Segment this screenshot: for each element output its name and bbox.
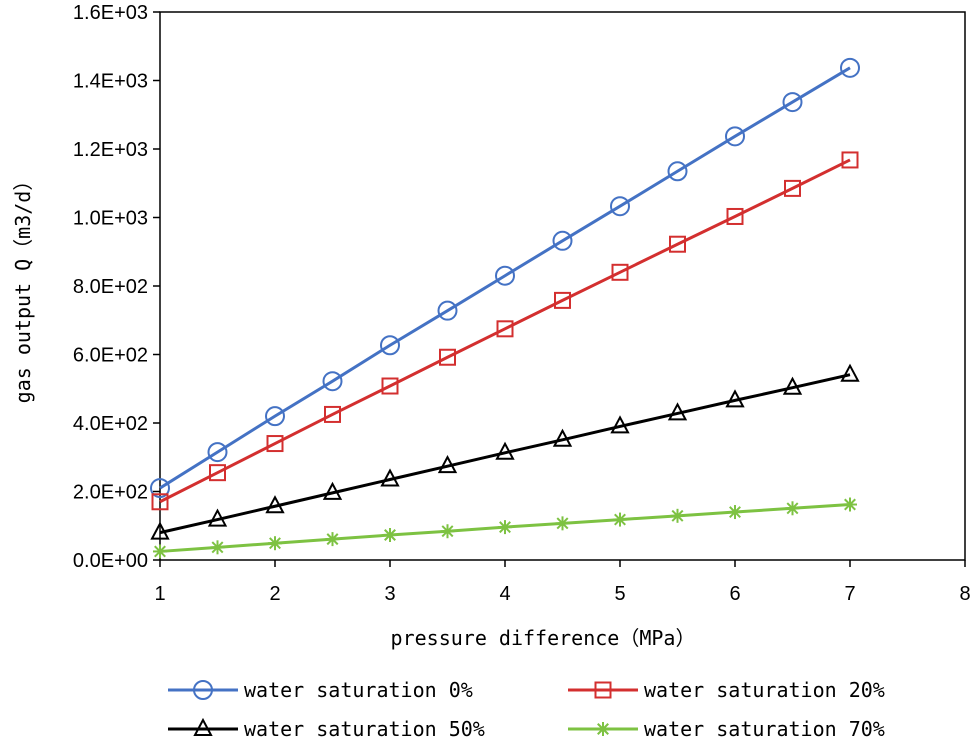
data-point — [726, 207, 744, 225]
series-0 — [150, 57, 860, 499]
data-point — [498, 520, 512, 535]
y-tick-label: 8.0E+02 — [73, 276, 148, 298]
x-tick-label: 7 — [844, 583, 855, 605]
data-point — [150, 521, 170, 540]
data-point — [840, 363, 860, 382]
legend-item: water saturation 20% — [568, 678, 885, 702]
data-point — [725, 389, 745, 408]
data-point — [439, 348, 456, 366]
data-point — [841, 151, 859, 169]
y-tick-label: 4.0E+02 — [73, 413, 148, 435]
data-point — [552, 230, 573, 251]
legend-label: water saturation 0% — [244, 678, 473, 702]
y-tick-label: 1.0E+03 — [73, 208, 148, 230]
data-point — [669, 235, 686, 253]
series-line — [159, 158, 851, 504]
legend-label: water saturation 20% — [644, 678, 885, 702]
x-tick-label: 8 — [959, 583, 970, 605]
legend: water saturation 0% water saturation 20% w… — [168, 678, 885, 741]
y-tick-label: 2.0E+02 — [73, 482, 148, 504]
legend-marker — [596, 722, 610, 736]
x-tick-label: 3 — [384, 583, 395, 605]
data-point — [265, 406, 285, 427]
legend-item: water saturation 70% — [568, 717, 885, 741]
y-tick-label: 1.4E+03 — [73, 71, 148, 93]
x-axis-ticks: 1 2 3 4 5 6 7 8 — [154, 560, 971, 605]
data-point — [210, 540, 225, 555]
data-point — [324, 405, 341, 423]
series-layer — [150, 57, 860, 559]
series-1 — [151, 151, 859, 511]
x-tick-label: 1 — [154, 583, 165, 605]
data-point — [268, 536, 282, 551]
legend-marker — [594, 681, 612, 699]
data-point — [207, 508, 228, 527]
data-point — [728, 505, 742, 520]
data-point — [495, 441, 515, 460]
x-axis-title: pressure difference（MPa） — [391, 626, 696, 650]
y-axis-ticks: 0.0E+00 2.0E+02 4.0E+02 6.0E+02 8.0E+02 1.0E+… — [73, 2, 160, 572]
data-point — [843, 497, 857, 512]
data-point — [150, 478, 170, 499]
y-axis-title: gas output Q（m3/d） — [11, 171, 35, 404]
data-point — [725, 126, 745, 147]
data-point — [380, 468, 400, 487]
data-point — [437, 300, 458, 321]
data-point — [495, 265, 515, 286]
series-3 — [153, 497, 857, 559]
data-point — [667, 402, 688, 421]
data-point — [265, 495, 285, 514]
data-point — [153, 544, 167, 559]
data-point — [784, 179, 801, 197]
data-point — [440, 524, 455, 539]
data-point — [380, 335, 400, 356]
series-line — [159, 373, 851, 535]
x-tick-label: 4 — [499, 583, 510, 605]
legend-label: water saturation 70% — [644, 717, 885, 741]
data-point — [496, 320, 514, 338]
data-point — [782, 92, 803, 113]
data-point — [437, 455, 458, 474]
data-point — [325, 532, 340, 547]
legend-marker — [193, 680, 213, 700]
data-point — [383, 527, 397, 542]
data-point — [209, 464, 226, 482]
plot-area-border — [159, 11, 966, 561]
x-tick-label: 2 — [269, 583, 280, 605]
y-tick-label: 1.2E+03 — [73, 139, 148, 161]
data-point — [555, 516, 570, 531]
data-point — [322, 371, 343, 392]
y-tick-label: 6.0E+02 — [73, 345, 148, 367]
data-point — [667, 161, 688, 182]
data-point — [613, 512, 627, 527]
data-point — [381, 377, 399, 395]
y-tick-label: 1.6E+03 — [73, 2, 148, 24]
data-point — [670, 508, 685, 523]
legend-item: water saturation 50% — [168, 717, 485, 741]
data-point — [151, 493, 169, 511]
data-point — [266, 435, 284, 453]
data-point — [552, 428, 573, 447]
x-tick-label: 5 — [614, 583, 625, 605]
data-point — [611, 263, 629, 281]
series-2 — [150, 363, 860, 540]
data-point — [610, 196, 630, 217]
legend-item: water saturation 0% — [168, 678, 473, 702]
plot-frame — [159, 11, 966, 561]
data-point — [782, 376, 803, 395]
data-point — [207, 442, 228, 463]
y-tick-label: 0.0E+00 — [73, 550, 148, 572]
series-line — [159, 66, 851, 490]
data-point — [785, 501, 800, 516]
data-point — [610, 415, 630, 434]
legend-label: water saturation 50% — [244, 717, 485, 741]
x-tick-label: 6 — [729, 583, 740, 605]
legend-marker — [193, 717, 213, 736]
data-point — [840, 57, 860, 78]
data-point — [322, 481, 343, 500]
data-point — [554, 291, 571, 309]
